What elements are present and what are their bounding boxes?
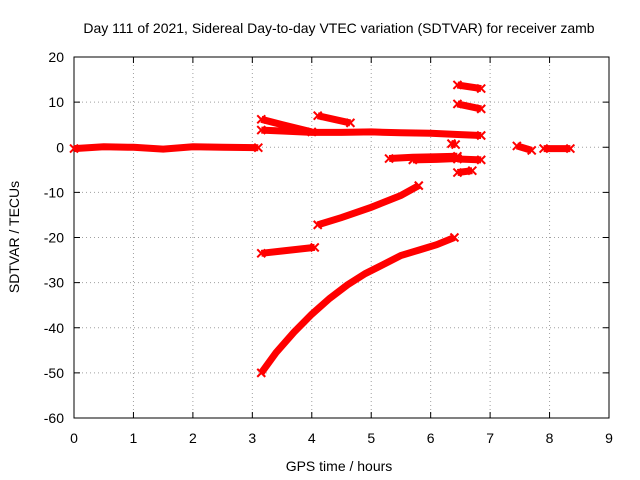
- y-tick-label: 10: [48, 94, 64, 110]
- series-point-marker: [512, 141, 522, 151]
- series-arc-6: [258, 234, 456, 375]
- series-point-marker: [476, 83, 486, 94]
- y-tick-label: 0: [56, 139, 64, 155]
- chart-title: Day 111 of 2021, Sidereal Day-to-day VTE…: [83, 20, 594, 36]
- y-tick-label: -10: [44, 184, 64, 200]
- series-point-marker: [313, 110, 323, 121]
- series-point-marker: [476, 155, 486, 165]
- series-point-marker: [256, 248, 266, 259]
- y-axis-label: SDTVAR / TECUs: [6, 181, 22, 293]
- x-tick-label: 1: [130, 430, 138, 446]
- series-point-marker: [476, 104, 486, 114]
- x-tick-label: 9: [605, 430, 613, 446]
- series-point-marker: [307, 127, 317, 137]
- x-tick-label: 3: [248, 430, 256, 446]
- series-arc-14: [456, 167, 473, 176]
- series-point-marker: [467, 166, 477, 176]
- series-arc-5: [260, 243, 316, 257]
- series-point-marker: [313, 220, 323, 230]
- series-point-marker: [527, 145, 537, 156]
- series-point-marker: [565, 143, 576, 154]
- series-arc-4: [316, 112, 352, 127]
- ticks-layer: 0 1 2 3 4 5 6 7 8 9 20 10 0 -10 -20 -30 -40 -50 -60: [44, 49, 613, 446]
- series-point-marker: [408, 155, 418, 165]
- series-arc-12: [456, 81, 482, 93]
- series-layer: [69, 80, 576, 378]
- series-point-marker: [256, 125, 266, 135]
- series-arc-2: [261, 126, 482, 139]
- series-arc-9: [412, 155, 458, 164]
- grid-layer: [74, 57, 609, 418]
- y-tick-label: -40: [44, 320, 64, 336]
- series-point-marker: [446, 138, 457, 149]
- x-tick-label: 8: [546, 430, 554, 446]
- series-point-marker: [69, 143, 79, 154]
- x-tick-label: 4: [308, 430, 316, 446]
- series-point-marker: [452, 167, 463, 178]
- x-tick-label: 6: [427, 430, 435, 446]
- series-arc-15: [515, 142, 533, 154]
- series-point-marker: [449, 232, 460, 243]
- x-tick-label: 7: [486, 430, 494, 446]
- y-tick-label: -20: [44, 230, 64, 246]
- series-point-marker: [538, 143, 549, 154]
- series-point-marker: [256, 114, 266, 124]
- series-arc-3: [260, 115, 313, 136]
- series-point-marker: [452, 80, 463, 90]
- series-point-marker: [256, 368, 266, 378]
- series-arc-13: [456, 100, 482, 113]
- series-arc-11: [457, 155, 482, 164]
- series-point-marker: [450, 139, 461, 150]
- y-tick-label: 20: [48, 49, 64, 65]
- series-point-marker: [414, 180, 424, 191]
- series-arc-7: [316, 182, 421, 229]
- series-arc-1: [73, 143, 259, 153]
- x-tick-label: 2: [189, 430, 197, 446]
- x-tick-label: 5: [367, 430, 375, 446]
- plot-frame: [73, 56, 610, 419]
- series-point-marker: [253, 142, 263, 153]
- series-point-marker: [384, 153, 394, 164]
- y-tick-label: -30: [44, 275, 64, 291]
- y-tick-label: -60: [44, 410, 64, 426]
- y-tick-label: -50: [44, 365, 64, 381]
- series-point-marker: [452, 99, 463, 109]
- series-point-marker: [476, 130, 486, 141]
- x-axis-label: GPS time / hours: [286, 458, 393, 474]
- series-point-marker: [310, 242, 320, 253]
- x-tick-label: 0: [70, 430, 78, 446]
- series-point-marker: [345, 118, 356, 128]
- series-point-marker: [452, 154, 463, 164]
